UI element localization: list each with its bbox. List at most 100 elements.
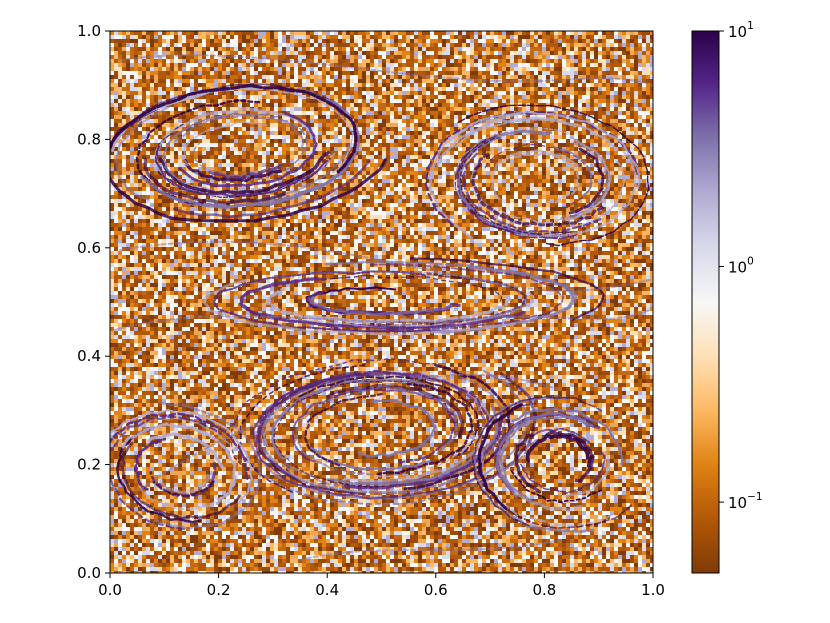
colorbar: 101 100 10−1 bbox=[691, 20, 763, 574]
vortex-filament bbox=[191, 142, 269, 177]
vortex-filament bbox=[343, 413, 503, 490]
vortex-filament bbox=[273, 380, 430, 488]
noise-cell-group bbox=[110, 31, 653, 573]
heatmap-plot-area bbox=[109, 30, 654, 574]
vortex-filament bbox=[471, 152, 604, 227]
vortex-filament bbox=[520, 451, 606, 495]
noise-cell-group bbox=[110, 31, 653, 573]
vortex-filament bbox=[121, 422, 237, 506]
vortex-filament bbox=[472, 396, 595, 534]
noise-cell-group bbox=[110, 31, 653, 573]
vortex-filament bbox=[436, 116, 620, 167]
vortex-filament bbox=[499, 415, 590, 502]
vortex-filament bbox=[447, 110, 641, 190]
vortex-filament bbox=[263, 287, 512, 324]
vortex-filament bbox=[110, 83, 358, 174]
x-tick-label: 0.2 bbox=[207, 581, 231, 599]
vortex-filament bbox=[154, 145, 329, 198]
vortex-filament bbox=[162, 112, 269, 184]
vortex-filament bbox=[213, 270, 452, 333]
vortex-band bbox=[299, 539, 561, 561]
x-tick-label: 1.0 bbox=[641, 581, 665, 599]
vortex-filament bbox=[181, 120, 268, 167]
vortex-filament bbox=[110, 415, 222, 530]
colorbar-tick-label: 10−1 bbox=[728, 491, 763, 512]
vortex-filament bbox=[461, 152, 602, 234]
vortex-filament bbox=[454, 118, 577, 148]
vortex-filament bbox=[563, 451, 611, 498]
x-tick-label: 0.8 bbox=[532, 581, 556, 599]
vortex-filament bbox=[239, 364, 367, 493]
vortex-filament bbox=[513, 433, 542, 494]
vortex-filament bbox=[149, 471, 215, 498]
vortex-filament bbox=[283, 376, 507, 491]
noise-cell-group bbox=[110, 31, 653, 573]
x-tick-label: 0.6 bbox=[424, 581, 448, 599]
y-tick-label: 0.8 bbox=[77, 130, 101, 148]
vortex-filament bbox=[399, 387, 459, 455]
vortex-filament bbox=[324, 260, 579, 312]
y-tick-label: 0.6 bbox=[77, 239, 101, 257]
vortex-band bbox=[119, 54, 653, 87]
x-tick-label: 0.4 bbox=[315, 581, 339, 599]
noise-cell-group bbox=[110, 31, 653, 573]
x-axis: 0.0 0.2 0.4 0.6 0.8 1.0 bbox=[98, 573, 665, 599]
vortex-filament bbox=[257, 370, 486, 481]
vortex-filament bbox=[481, 452, 614, 528]
vortex-filament bbox=[298, 375, 480, 456]
vortex-filament bbox=[375, 382, 474, 476]
vortex-filament bbox=[321, 274, 503, 303]
vortex-filament bbox=[452, 128, 568, 199]
vortex-filament bbox=[509, 468, 603, 504]
colorbar-gradient bbox=[691, 30, 720, 574]
vortex-filament bbox=[178, 112, 319, 188]
vortex-filament bbox=[326, 404, 498, 486]
vortex-filament bbox=[459, 137, 571, 236]
vortex-filament bbox=[495, 412, 594, 498]
vortex-filament bbox=[121, 441, 241, 520]
vortex-filament bbox=[159, 473, 211, 495]
noise-cell-group bbox=[110, 31, 653, 573]
vortex-filament bbox=[552, 145, 593, 197]
vortex-filament bbox=[472, 139, 547, 175]
colorbar-ticks: 101 100 10−1 bbox=[719, 20, 763, 512]
vortex-filament bbox=[326, 383, 465, 438]
vortex-filament bbox=[158, 150, 331, 196]
vortex-filament bbox=[252, 371, 477, 500]
vortex-filament bbox=[203, 279, 516, 336]
noise-cell-group bbox=[110, 31, 653, 573]
vortex-filament bbox=[110, 412, 249, 482]
vortex-filament bbox=[295, 408, 374, 476]
vortex-filament bbox=[308, 295, 453, 317]
vortex-filament bbox=[255, 369, 490, 444]
vortex-filament bbox=[174, 114, 305, 152]
vortex-filament bbox=[457, 104, 650, 247]
vortex-filament bbox=[530, 427, 591, 445]
vortex-filament bbox=[471, 395, 603, 527]
vortex-filament bbox=[399, 406, 457, 464]
vortex-filament bbox=[454, 132, 577, 240]
x-tick-label: 0.0 bbox=[98, 581, 122, 599]
vortex-filament bbox=[511, 407, 624, 466]
y-tick-label: 1.0 bbox=[77, 22, 101, 40]
vortex-filament bbox=[393, 406, 438, 455]
vortex-band bbox=[114, 309, 651, 331]
vortex-filament bbox=[409, 257, 605, 321]
vortex-filament bbox=[568, 147, 605, 215]
vortex-filament bbox=[110, 408, 253, 505]
vortex-filament bbox=[497, 170, 610, 224]
colorbar-tick-label: 101 bbox=[728, 20, 754, 41]
vortex-filament bbox=[490, 148, 582, 200]
vortex-filament bbox=[477, 402, 633, 529]
vortex-filament bbox=[304, 393, 383, 467]
vortex-filament bbox=[183, 158, 282, 183]
vortex-filament bbox=[239, 278, 456, 329]
y-tick-label: 0.0 bbox=[77, 564, 101, 582]
vortex-filament bbox=[546, 429, 595, 483]
vortex-filament bbox=[143, 157, 286, 206]
vortex-filament bbox=[352, 435, 476, 478]
vortex-filament bbox=[428, 112, 532, 240]
vortex-filament bbox=[147, 432, 225, 470]
vortex-filament bbox=[513, 152, 581, 205]
